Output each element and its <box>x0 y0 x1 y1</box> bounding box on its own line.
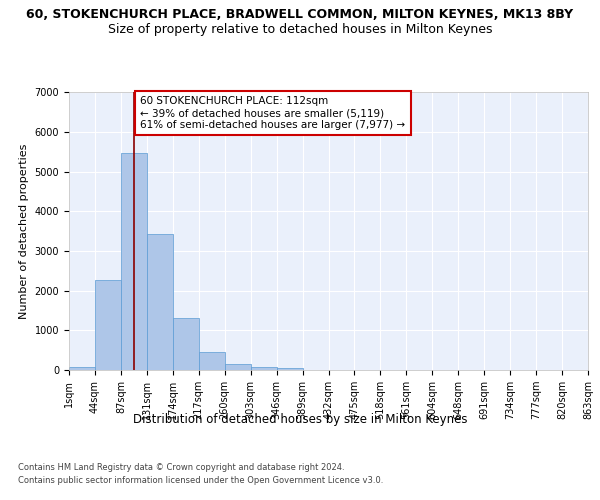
Bar <box>199 352 224 370</box>
Bar <box>225 364 251 370</box>
Bar <box>95 280 121 370</box>
Text: Distribution of detached houses by size in Milton Keynes: Distribution of detached houses by size … <box>133 412 467 426</box>
Bar <box>147 234 173 370</box>
Text: 60 STOKENCHURCH PLACE: 112sqm
← 39% of detached houses are smaller (5,119)
61% o: 60 STOKENCHURCH PLACE: 112sqm ← 39% of d… <box>140 96 406 130</box>
Text: 60, STOKENCHURCH PLACE, BRADWELL COMMON, MILTON KEYNES, MK13 8BY: 60, STOKENCHURCH PLACE, BRADWELL COMMON,… <box>26 8 574 20</box>
Bar <box>277 368 302 370</box>
Bar <box>121 153 147 370</box>
Bar <box>69 367 95 370</box>
Text: Contains public sector information licensed under the Open Government Licence v3: Contains public sector information licen… <box>18 476 383 485</box>
Y-axis label: Number of detached properties: Number of detached properties <box>19 144 29 319</box>
Bar <box>251 366 277 370</box>
Text: Contains HM Land Registry data © Crown copyright and database right 2024.: Contains HM Land Registry data © Crown c… <box>18 462 344 471</box>
Text: Size of property relative to detached houses in Milton Keynes: Size of property relative to detached ho… <box>108 22 492 36</box>
Bar <box>173 318 199 370</box>
